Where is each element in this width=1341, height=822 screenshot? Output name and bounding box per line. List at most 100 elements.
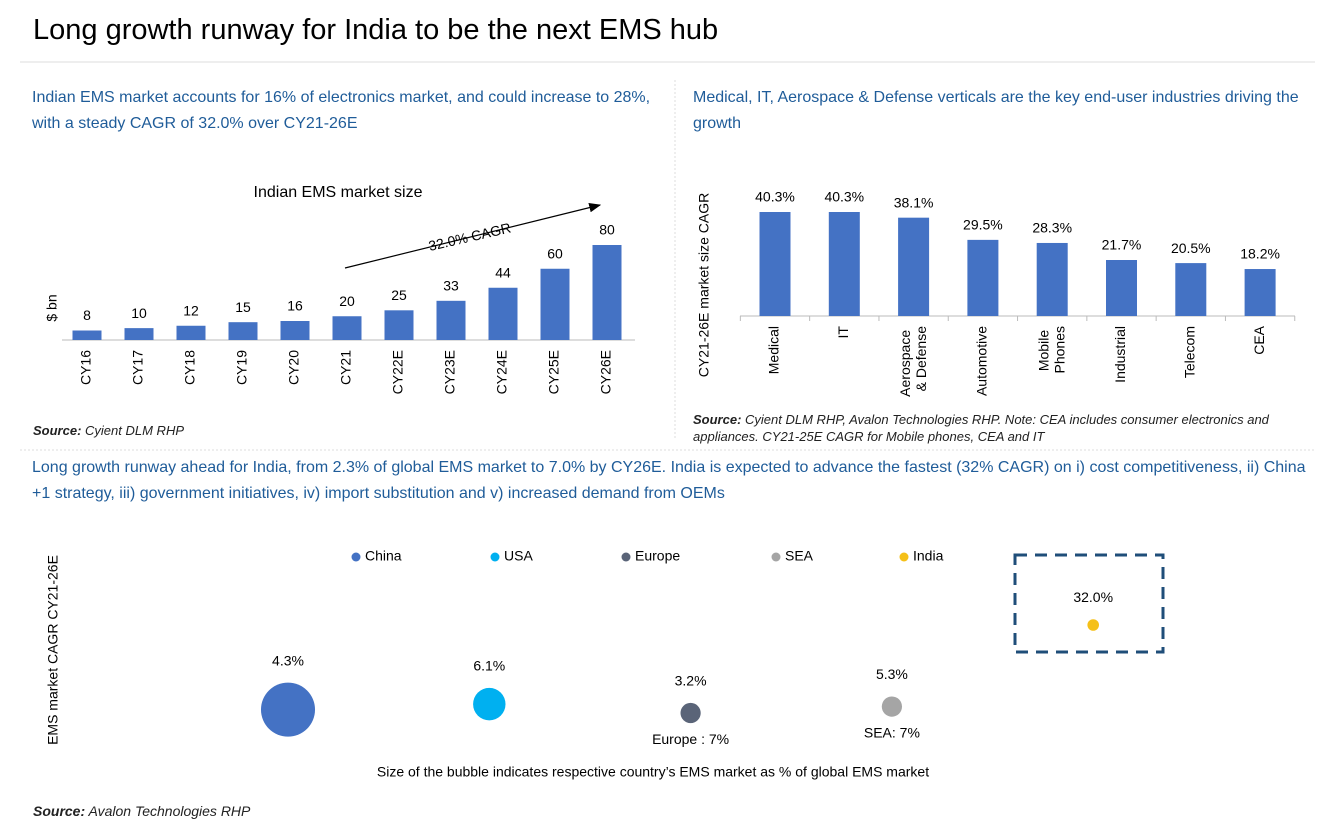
value-label: 6.1% — [473, 658, 505, 674]
x-tick-group: IT — [835, 326, 851, 339]
value-label: 44 — [495, 264, 511, 280]
bar — [124, 328, 154, 340]
bar — [759, 212, 791, 316]
value-label: 5.3% — [876, 666, 908, 682]
value-label: 20 — [339, 293, 355, 309]
x-tick-label: Automotive — [974, 326, 990, 396]
x-tick-label: Aerospace & Defense — [897, 326, 929, 397]
bar — [384, 310, 414, 340]
bar — [1175, 263, 1207, 316]
source-text: Avalon Technologies RHP — [88, 803, 251, 819]
bar — [72, 330, 102, 340]
x-tick-label: Mobile Phones — [1035, 326, 1067, 373]
x-tick-label: CY22E — [390, 350, 406, 394]
source-label: Source: — [33, 423, 82, 438]
source: Source: Cyient DLM RHP, Avalon Technolog… — [693, 411, 1313, 445]
x-tick-label: CY17 — [130, 350, 146, 385]
x-tick-group: CY25E — [546, 350, 562, 394]
legend-label: USA — [504, 548, 533, 564]
x-tick-label: Telecom — [1182, 326, 1198, 378]
source-text: Cyient DLM RHP — [85, 423, 184, 438]
bar — [1244, 269, 1276, 316]
legend-swatch — [351, 552, 361, 562]
bar — [828, 212, 860, 316]
legend-label: SEA — [785, 548, 814, 564]
bubble — [680, 702, 701, 724]
y-axis-label: $ bn — [44, 294, 60, 321]
right-heading: Medical, IT, Aerospace & Defense vertica… — [693, 89, 1299, 132]
value-label: 25 — [391, 287, 407, 303]
bubble — [881, 696, 903, 717]
bar — [436, 300, 466, 340]
x-axis-label: Size of the bubble indicates respective … — [377, 764, 929, 780]
value-label: 4.3% — [272, 652, 304, 668]
bar — [332, 316, 362, 340]
chart-title: Indian EMS market size — [254, 184, 423, 201]
x-tick-group: CY22E — [390, 350, 406, 394]
value-label: 10 — [131, 305, 147, 321]
x-tick-label: CY16 — [78, 350, 94, 385]
bubble — [1087, 619, 1099, 631]
x-tick-label: Industrial — [1112, 326, 1128, 383]
x-tick-label: CY21 — [338, 350, 354, 385]
x-tick-group: CY23E — [442, 350, 458, 394]
bar — [540, 268, 570, 340]
annotation: 32.0% CAGR — [427, 219, 512, 253]
bar — [1106, 260, 1137, 316]
bubble — [473, 687, 506, 721]
x-tick-group: Aerospace & Defense — [897, 326, 929, 397]
legend-label: India — [913, 548, 944, 564]
x-tick-group: CEA — [1251, 325, 1267, 354]
legend-swatch — [621, 552, 631, 562]
value-label: 38.1% — [894, 194, 934, 210]
x-tick-label: CY23E — [442, 350, 458, 394]
page-title: Long growth runway for India to be the n… — [33, 14, 719, 46]
legend-swatch — [490, 552, 500, 562]
bar — [228, 322, 258, 340]
x-tick-group: Medical — [766, 326, 782, 374]
bar — [967, 239, 999, 316]
value-label: 33 — [443, 278, 459, 294]
value-label: 16 — [287, 298, 303, 314]
legend-swatch — [899, 552, 909, 562]
bottom-heading: Long growth runway ahead for India, from… — [32, 459, 1306, 502]
bar — [898, 217, 930, 316]
value-label: 60 — [547, 245, 563, 261]
cagr-arrow — [344, 202, 602, 269]
x-tick-group: CY26E — [598, 350, 614, 394]
x-tick-group: Automotive — [974, 326, 990, 396]
x-tick-group: CY17 — [130, 350, 146, 385]
x-tick-label: CY25E — [546, 350, 562, 394]
x-tick-group: CY19 — [234, 350, 250, 385]
bar — [1036, 242, 1068, 316]
highlight-box — [1013, 553, 1165, 654]
legend-label: China — [365, 548, 402, 564]
value-label: 12 — [183, 302, 199, 318]
source-label: Source: — [33, 803, 86, 819]
size-label: SEA: 7% — [864, 724, 920, 740]
source: Source: Avalon Technologies RHP — [33, 803, 250, 820]
source: Source: Cyient DLM RHP — [33, 422, 184, 439]
x-tick-label: CY26E — [598, 350, 614, 394]
x-tick-label: IT — [835, 326, 851, 339]
x-tick-label: CY18 — [182, 350, 198, 385]
value-label: 21.7% — [1102, 237, 1142, 253]
value-label: 20.5% — [1171, 240, 1211, 256]
value-label: 3.2% — [675, 673, 707, 689]
y-axis-label: CY21-26E market size CAGR — [696, 193, 712, 377]
bar — [592, 245, 622, 340]
source-label: Source: — [693, 412, 742, 427]
x-tick-label: Medical — [766, 326, 782, 374]
x-tick-group: Industrial — [1112, 326, 1128, 383]
value-label: 40.3% — [755, 189, 795, 205]
legend-swatch — [771, 552, 781, 562]
value-label: 80 — [599, 222, 615, 238]
x-tick-label: CY24E — [494, 350, 510, 394]
x-tick-group: CY21 — [338, 350, 354, 385]
x-tick-label: CEA — [1251, 325, 1267, 354]
value-label: 18.2% — [1240, 246, 1280, 262]
source-text: Cyient DLM RHP, Avalon Technologies RHP.… — [693, 412, 1269, 444]
value-label: 8 — [83, 307, 91, 323]
